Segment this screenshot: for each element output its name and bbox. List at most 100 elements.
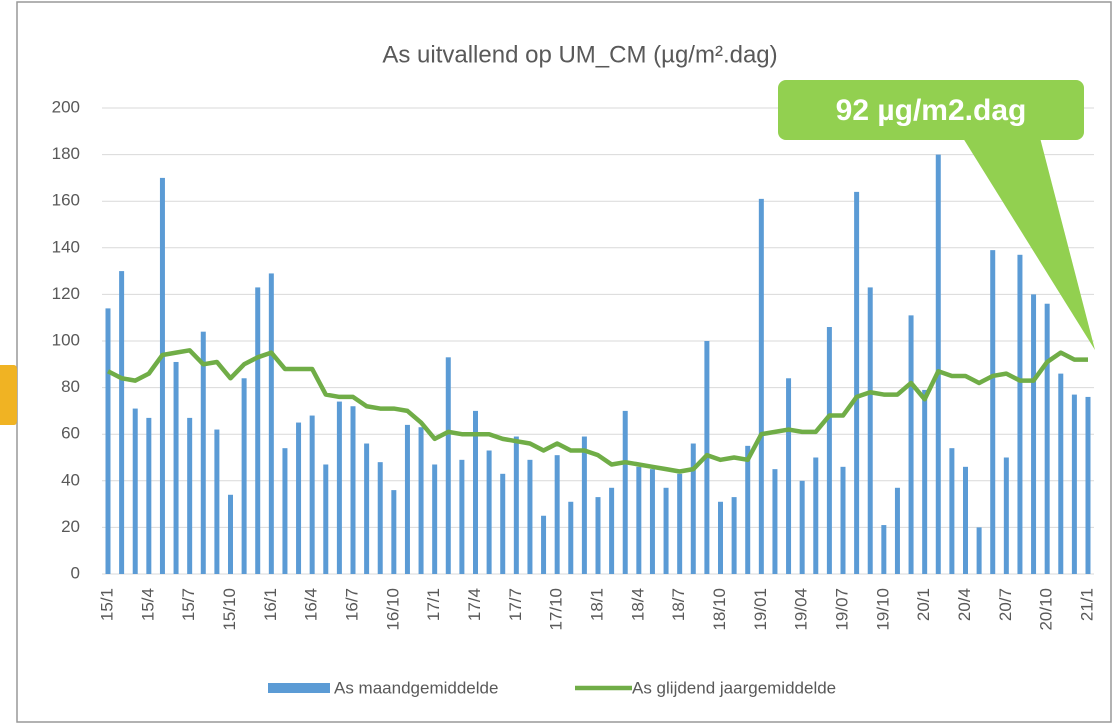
y-tick-label: 160 [52,191,80,210]
legend-label: As glijdend jaargemiddelde [632,678,836,697]
plot-area: 0 20 40 60 80 100 120 140 160 180 200 15/1 15/4 15/7 1… [52,97,1097,697]
x-tick-label: 18/1 [587,588,606,621]
bar [309,415,315,574]
callout-tail [958,130,1095,350]
bar [241,378,247,574]
x-tick-label: 20/7 [996,588,1015,621]
bar [146,417,152,574]
bar [336,401,342,574]
bar [432,464,438,574]
x-tick-label: 15/10 [220,588,239,631]
bar [323,464,329,574]
bar [228,494,233,574]
x-tick-label: 17/1 [424,588,443,621]
bar [418,427,424,574]
bar [282,448,288,574]
side-callout [0,365,17,425]
bar [786,378,792,574]
x-tick-label: 19/07 [832,588,851,631]
bar [718,501,723,574]
bar [935,154,941,574]
bar [377,462,383,574]
bar [731,497,737,574]
x-tick-label: 21/1 [1077,588,1096,621]
bar [1003,457,1009,574]
bar [1031,294,1037,574]
y-tick-label: 80 [61,377,80,396]
bar [976,527,982,574]
bar [364,443,370,574]
y-tick-label: 180 [52,144,80,163]
x-tick-label: 17/7 [506,588,525,621]
bar [745,445,751,574]
bar [445,357,451,574]
bar [200,331,206,574]
bar [214,429,220,574]
bar [908,315,914,574]
bar [187,417,193,574]
bar [1017,254,1023,575]
x-tick-label: 18/7 [669,588,688,621]
bar [595,497,601,574]
chart-title: As uitvallend op UM_CM (µg/m².dag) [382,41,777,68]
bar [949,448,955,574]
bar [894,487,900,574]
bar [1058,373,1064,574]
bar [622,410,628,574]
bar [772,469,778,574]
x-tick-label: 16/10 [383,588,402,631]
callout-text: 92 µg/m2.dag [836,94,1027,127]
legend-label: As maandgemiddelde [334,678,498,697]
bar [854,191,860,574]
bar [296,422,302,574]
bar [1085,396,1091,574]
bar [649,469,655,574]
bar [554,455,560,574]
x-tick-label: 18/4 [628,588,647,621]
bar [826,327,832,574]
bar [486,450,492,574]
bar [527,459,533,574]
bar [922,389,928,574]
bar [159,177,165,574]
bar [990,250,996,574]
x-tick-label: 16/4 [302,588,321,621]
y-tick-label: 20 [61,517,80,536]
bar [268,273,274,574]
bar [581,436,587,574]
x-tick-label: 15/1 [97,588,116,621]
bar [881,525,887,574]
x-tick-label: 19/01 [751,588,770,631]
x-tick-label: 18/10 [710,588,729,631]
bar [105,308,111,574]
x-tick-label: 19/10 [873,588,892,631]
x-tick-label: 17/4 [465,588,484,621]
bar [840,466,846,574]
bar [677,473,683,574]
x-tick-label: 20/4 [955,588,974,621]
legend-swatch [268,683,330,693]
bar [500,473,506,574]
y-tick-label: 40 [61,470,80,489]
bar [867,287,873,574]
y-tick-label: 140 [52,237,80,256]
y-tick-label: 0 [71,563,80,582]
bar [255,287,261,574]
y-tick-label: 120 [52,284,80,303]
bar [609,487,615,574]
bar [391,490,397,574]
bar [663,487,669,574]
callout-box [778,80,1084,140]
bar [963,466,968,574]
bar [813,457,819,574]
bar [173,361,179,574]
x-tick-label: 15/7 [179,588,198,621]
bar [1044,303,1050,574]
bar [690,443,696,574]
y-tick-label: 200 [52,97,80,116]
x-tick-label: 15/4 [138,588,157,621]
bar [758,198,764,574]
bar [459,459,465,574]
bar [568,501,574,574]
